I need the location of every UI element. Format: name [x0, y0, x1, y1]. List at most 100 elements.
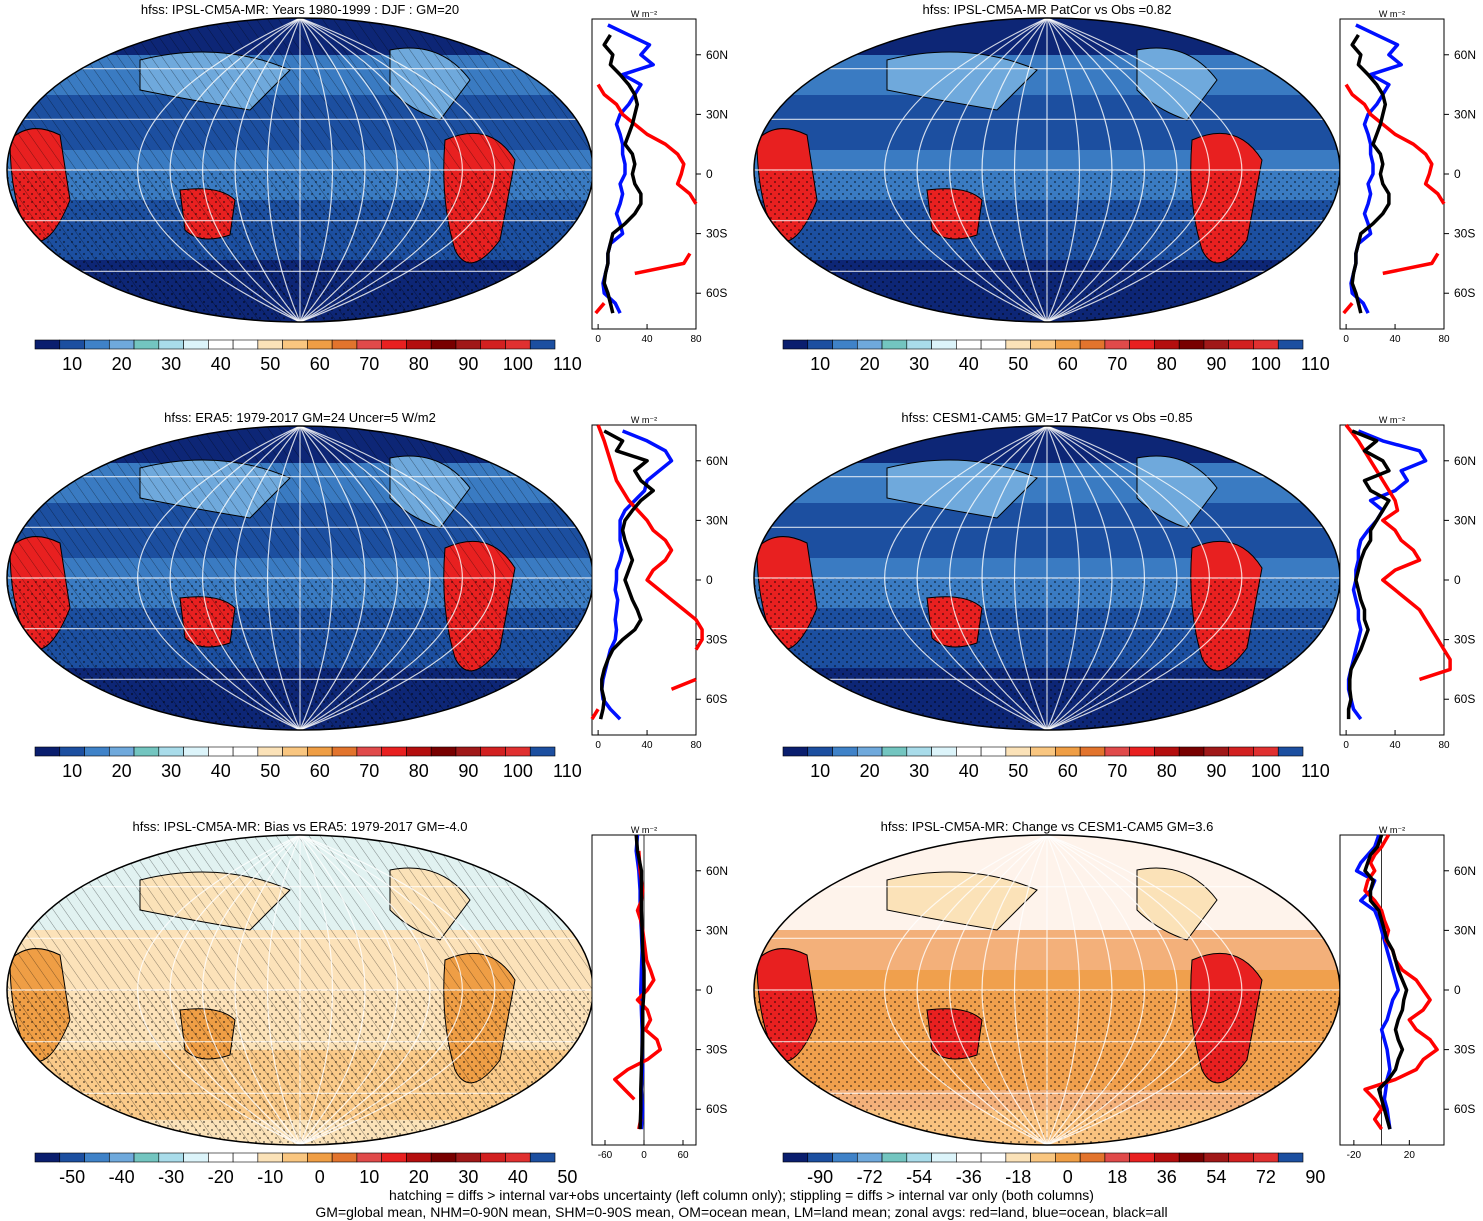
colorbar-label: 90	[458, 761, 478, 781]
colorbar-swatch	[257, 1152, 283, 1163]
colorbar-label: 10	[62, 761, 82, 781]
zonal-profile: W m⁻² 60N 30N 0 30S 60S 0 40 80	[1339, 9, 1476, 345]
meridian-line	[949, 18, 1048, 322]
map-panel	[753, 834, 1341, 1146]
meridian-line	[169, 426, 301, 730]
lat-tick-label: 0	[1454, 983, 1461, 997]
colorbar-label: -40	[109, 1167, 135, 1187]
meridian-line	[1014, 835, 1048, 1145]
zonal-unit: W m⁻²	[631, 415, 657, 425]
colorbar-swatch	[931, 339, 957, 350]
colorbar-swatch	[208, 339, 234, 350]
lat-tick-label: 0	[706, 167, 713, 181]
colorbar-swatch	[430, 746, 457, 757]
meridian-line	[299, 426, 496, 730]
colorbar-swatch	[430, 339, 457, 350]
colorbar-swatch	[1277, 746, 1304, 757]
meridian-line	[299, 18, 334, 322]
x-tick-label: 80	[1438, 740, 1450, 751]
colorbar-label: 70	[359, 354, 379, 374]
meridian-line	[949, 835, 1048, 1145]
colorbar-swatch	[406, 1152, 432, 1163]
colorbar-swatch	[1178, 1152, 1205, 1163]
colorbar-label: -20	[208, 1167, 234, 1187]
continent-shape	[1136, 455, 1218, 529]
lat-tick-label: 60S	[706, 692, 727, 706]
meridian-line	[137, 835, 301, 1145]
colorbar-label: 40	[959, 354, 979, 374]
colorbar-swatch	[1178, 339, 1205, 350]
meridian-line	[1046, 835, 1178, 1145]
meridian-line	[202, 835, 301, 1145]
colorbar-swatch	[282, 746, 308, 757]
meridian-line	[299, 426, 366, 730]
colorbar: 10 20 30 40 50 60 70 80 90 100 110	[782, 746, 1330, 781]
x-tick-label: 80	[690, 740, 702, 751]
continent-shape	[1136, 47, 1218, 121]
colorbar-label: -10	[257, 1167, 283, 1187]
colorbar-label: 60	[1058, 761, 1078, 781]
colorbar-label: 50	[260, 761, 280, 781]
colorbar-swatch	[381, 1152, 407, 1163]
colorbar-swatch	[782, 1152, 809, 1163]
colorbar-swatch	[108, 746, 135, 757]
colorbar-swatch	[59, 746, 85, 757]
colorbar-swatch	[331, 1152, 358, 1163]
meridian-line	[884, 18, 1048, 322]
colorbar-label: 90	[1206, 761, 1226, 781]
lat-tick-label: 60N	[1454, 48, 1476, 62]
colorbar-swatch	[1055, 339, 1081, 350]
lat-tick-label: 60S	[706, 286, 727, 300]
colorbar-label: 90	[1206, 354, 1226, 374]
colorbar-swatch	[980, 339, 1007, 350]
meridian-line	[1046, 835, 1080, 1145]
colorbar-label: -72	[857, 1167, 883, 1187]
colorbar-swatch	[84, 1152, 110, 1163]
colorbar-swatch	[1104, 339, 1130, 350]
meridian-line	[299, 18, 496, 322]
colorbar-label: 72	[1256, 1167, 1276, 1187]
meridian-line	[234, 835, 301, 1145]
meridian-line	[1046, 835, 1145, 1145]
lat-tick-label: 60N	[706, 864, 728, 878]
colorbar-label: 70	[1107, 761, 1127, 781]
colorbar-label: 70	[1107, 354, 1127, 374]
meridian-line	[981, 18, 1048, 322]
colorbar-swatch	[807, 746, 833, 757]
colorbar-label: 100	[1251, 761, 1281, 781]
colorbar: 10 20 30 40 50 60 70 80 90 100 110	[34, 339, 582, 374]
colorbar-swatch	[331, 746, 358, 757]
footer-line-1: hatching = diffs > internal var+obs unce…	[389, 1187, 1094, 1203]
zonal-unit: W m⁻²	[631, 825, 657, 835]
colorbar-swatch	[881, 339, 908, 350]
lat-tick-label: 30N	[1454, 923, 1476, 937]
meridian-line	[267, 835, 301, 1145]
zonal-series-line	[594, 83, 698, 315]
colorbar-label: 0	[315, 1167, 325, 1187]
colorbar-label: 60	[310, 761, 330, 781]
colorbar: -90 -72 -54 -36 -18 0 18 36 54 72 90	[782, 1152, 1325, 1187]
x-tick-label: 60	[677, 1150, 689, 1161]
meridian-line	[1013, 426, 1048, 730]
colorbar-label: 110	[1301, 761, 1330, 781]
colorbar-swatch	[406, 339, 432, 350]
x-tick-label: -60	[598, 1150, 613, 1161]
colorbar-label: 90	[458, 354, 478, 374]
colorbar-swatch	[59, 1152, 85, 1163]
colorbar-label: 30	[161, 761, 181, 781]
x-tick-label: 0	[1343, 740, 1349, 751]
colorbar-swatch	[881, 1152, 908, 1163]
colorbar-swatch	[782, 339, 809, 350]
colorbar-label: 80	[409, 354, 429, 374]
meridian-line	[299, 835, 333, 1145]
lat-tick-label: 60N	[1454, 864, 1476, 878]
x-tick-label: 40	[641, 334, 653, 345]
meridian-line	[981, 835, 1048, 1145]
colorbar-swatch	[455, 1152, 482, 1163]
colorbar-label: 100	[503, 354, 533, 374]
colorbar-swatch	[832, 746, 858, 757]
colorbar-swatch	[34, 746, 61, 757]
lat-tick-label: 60S	[706, 1102, 727, 1116]
meridian-line	[1046, 426, 1145, 730]
meridian-line	[299, 426, 334, 730]
